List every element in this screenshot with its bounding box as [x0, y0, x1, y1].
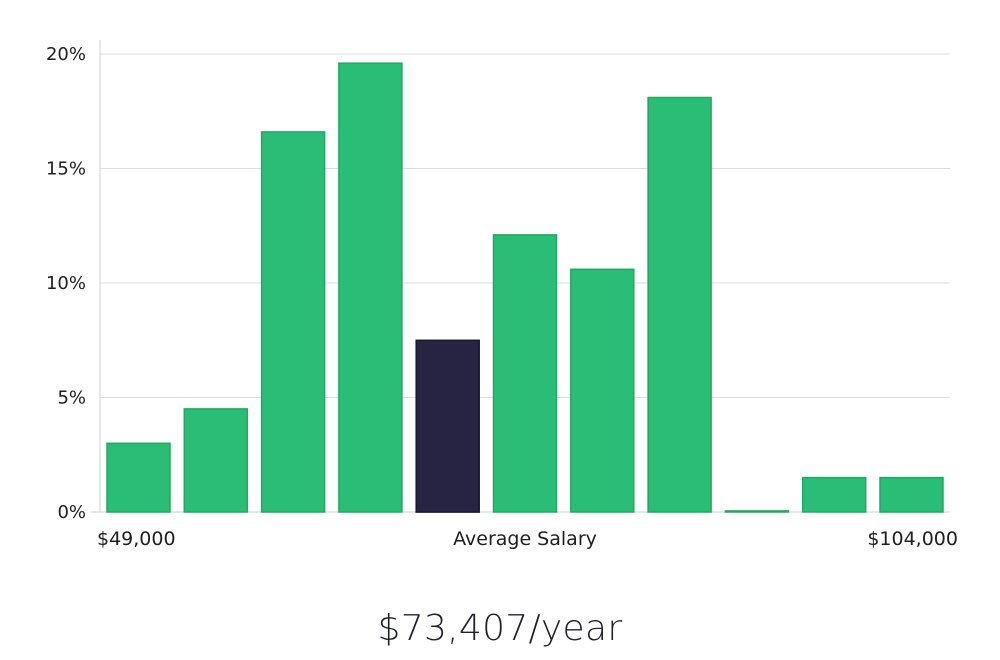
average-salary-headline: $73,407/year	[377, 608, 623, 649]
x-range-min-label: $49,000	[97, 528, 176, 550]
y-tick-label: 0%	[57, 502, 86, 523]
salary-bar	[801, 476, 867, 513]
salary-bar	[492, 234, 558, 513]
y-tick-label: 15%	[46, 159, 86, 180]
salary-bar	[106, 442, 171, 513]
salary-bar	[647, 96, 712, 513]
x-axis-center-label: Average Salary	[453, 528, 597, 550]
y-tick-label: 10%	[46, 273, 86, 294]
salary-histogram-chart: 0% 5% 10% 15% 20%	[46, 40, 950, 523]
salary-bar	[260, 131, 326, 513]
salary-bar	[724, 510, 790, 513]
x-range-max-label: $104,000	[867, 528, 958, 550]
y-tick-label: 5%	[57, 388, 86, 409]
highlighted-salary-bar	[415, 339, 480, 513]
salary-bar	[879, 476, 944, 513]
y-tick-label: 20%	[46, 44, 86, 65]
salary-bar	[570, 268, 635, 513]
salary-bar	[338, 62, 403, 513]
salary-bar	[183, 408, 249, 513]
